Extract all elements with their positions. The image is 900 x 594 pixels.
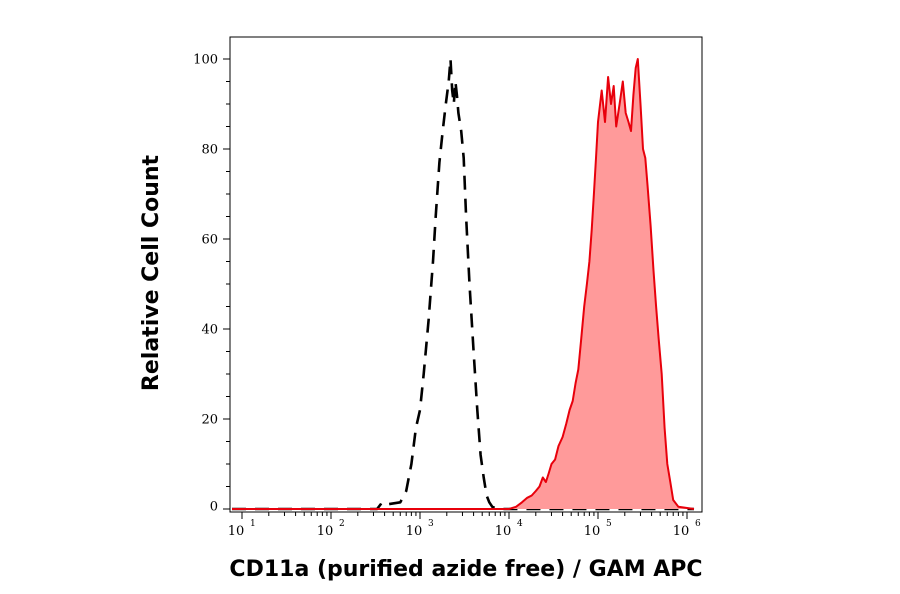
x-tick-label: 10 <box>673 524 690 539</box>
y-tick-label: 80 <box>201 143 218 158</box>
x-tick-label-exponent: 3 <box>428 519 434 529</box>
y-axis: 0 20 40 60 80 100 <box>193 53 230 515</box>
series-layer <box>232 57 695 511</box>
series-1-area <box>232 59 694 509</box>
x-axis: 10 1 10 2 10 3 10 4 10 5 10 6 <box>228 512 701 539</box>
x-tick-label-exponent: 6 <box>695 519 701 529</box>
plot-frame <box>229 36 703 513</box>
y-tick-label: 60 <box>201 233 218 248</box>
x-tick-label-exponent: 5 <box>606 519 612 529</box>
x-tick-label-exponent: 2 <box>339 519 345 529</box>
y-axis-title: Relative Cell Count <box>139 154 164 391</box>
y-tick-label: 20 <box>201 413 218 428</box>
y-tick-label: 0 <box>210 500 218 515</box>
x-tick-label: 10 <box>495 524 512 539</box>
x-tick-label-exponent: 1 <box>250 519 256 529</box>
x-tick-label: 10 <box>317 524 334 539</box>
x-axis-title: CD11a (purified azide free) / GAM APC <box>229 557 702 582</box>
series-0-line <box>232 57 694 511</box>
y-tick-label: 40 <box>201 323 218 338</box>
x-tick-label: 10 <box>406 524 423 539</box>
y-tick-label: 100 <box>193 53 218 68</box>
x-tick-label: 10 <box>584 524 601 539</box>
x-tick-label: 10 <box>228 524 245 539</box>
x-tick-label-exponent: 4 <box>517 519 523 529</box>
series-1-line <box>232 58 695 510</box>
